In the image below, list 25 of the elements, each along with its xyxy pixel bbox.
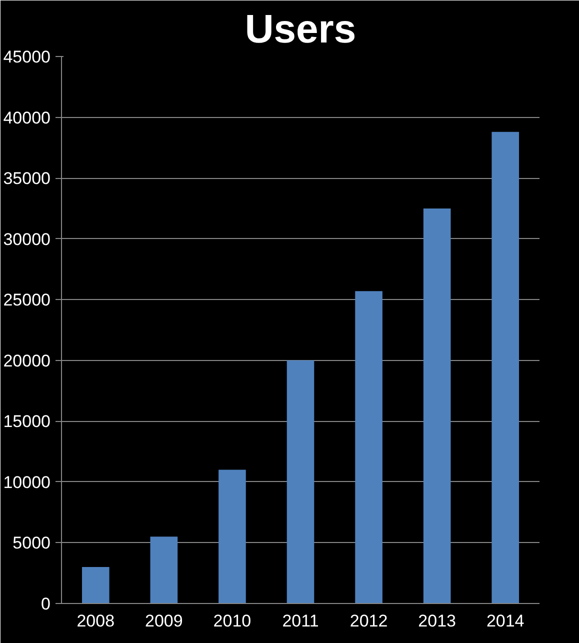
bar bbox=[492, 132, 520, 604]
x-tick-label: 2011 bbox=[282, 612, 319, 630]
x-tick-label: 2010 bbox=[213, 612, 252, 630]
y-tick-label: 25000 bbox=[3, 290, 51, 310]
y-tick-label: 35000 bbox=[3, 169, 51, 188]
x-tick-label: 2014 bbox=[486, 612, 524, 630]
bar bbox=[423, 208, 451, 604]
bar bbox=[150, 536, 178, 604]
x-tick-label: 2009 bbox=[145, 612, 183, 630]
y-tick-label: 20000 bbox=[3, 351, 51, 370]
x-tick-label: 2012 bbox=[350, 612, 388, 630]
bar bbox=[218, 470, 246, 604]
y-tick-label: 5000 bbox=[12, 534, 51, 553]
y-tick-label: 45000 bbox=[3, 48, 51, 66]
chart-title: Users bbox=[244, 8, 356, 52]
y-tick-label: 15000 bbox=[3, 412, 51, 432]
y-tick-label: 40000 bbox=[3, 108, 51, 128]
bar bbox=[82, 567, 110, 604]
bar bbox=[355, 291, 382, 604]
x-tick-label: 2008 bbox=[76, 612, 115, 630]
y-tick-label: 30000 bbox=[3, 230, 51, 249]
y-tick-label: 10000 bbox=[3, 472, 51, 492]
x-tick-label: 2013 bbox=[418, 612, 456, 630]
bar bbox=[286, 360, 314, 604]
y-tick-label: 0 bbox=[41, 594, 51, 614]
